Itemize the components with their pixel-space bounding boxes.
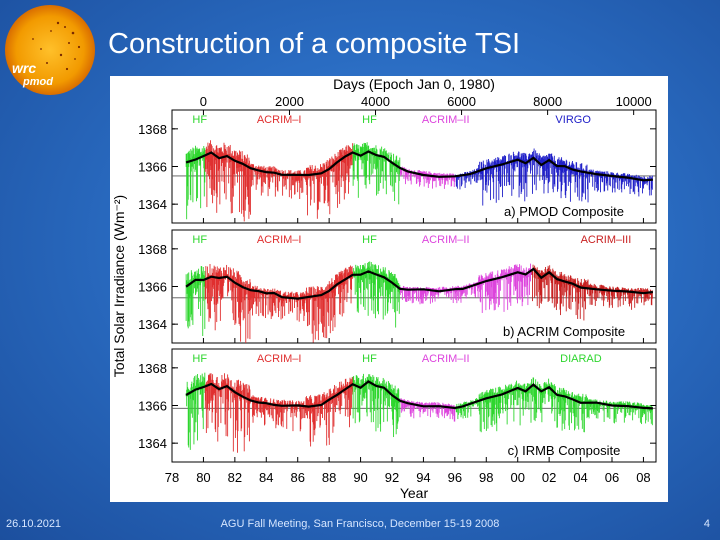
panel-caption: b) ACRIM Composite [503, 324, 625, 339]
instrument-label: HF [362, 234, 377, 246]
instrument-label: ACRIM–I [257, 353, 302, 365]
sun-disc-icon [5, 5, 95, 95]
top-axis-tick-label: 0 [200, 94, 207, 109]
x-tick-label: 80 [196, 470, 210, 485]
x-tick-label: 02 [542, 470, 556, 485]
panel-caption: a) PMOD Composite [504, 204, 624, 219]
footer-date: 26.10.2021 [6, 518, 62, 530]
y-axis-title: Total Solar Irradiance (Wm⁻²) [111, 195, 127, 377]
x-tick-label: 08 [636, 470, 650, 485]
instrument-label: HF [192, 234, 207, 246]
instrument-label: ACRIM–II [422, 353, 470, 365]
y-tick-label: 1364 [138, 436, 167, 451]
x-tick-label: 86 [290, 470, 304, 485]
x-axis-title: Year [400, 485, 429, 501]
top-axis-tick-label: 8000 [533, 94, 562, 109]
x-tick-label: 06 [605, 470, 619, 485]
x-tick-label: 96 [448, 470, 462, 485]
y-tick-label: 1366 [138, 280, 167, 295]
panel-1: 1368 1366 1364 HF ACRIM–I HF ACRIM–II ACRIM–III… [138, 229, 657, 344]
x-tick-label: 84 [259, 470, 273, 485]
daily-data [185, 372, 653, 453]
panel-0: 1368 1366 1364 HF ACRIM–I HF ACRIM–II VIRGO a) P… [138, 109, 657, 224]
instrument-label: ACRIM–III [581, 234, 632, 246]
y-tick-label: 1366 [138, 160, 167, 175]
top-axis-tick-label: 2000 [275, 94, 304, 109]
x-tick-label: 78 [165, 470, 179, 485]
instrument-label: VIRGO [555, 114, 591, 126]
mean-line [185, 150, 653, 182]
x-tick-label: 94 [416, 470, 430, 485]
footer-meeting: AGU Fall Meeting, San Francisco, Decembe… [220, 518, 500, 530]
instrument-label: HF [362, 353, 377, 365]
panel-caption: c) IRMB Composite [508, 443, 621, 458]
instrument-label: ACRIM–I [257, 234, 302, 246]
panels-layer: 1368 1366 1364 HF ACRIM–I HF ACRIM–II VIRGO a) P… [138, 109, 657, 463]
instrument-label: ACRIM–I [257, 114, 302, 126]
slide-title: Construction of a composite TSI [108, 28, 521, 60]
x-tick-label: 04 [573, 470, 587, 485]
instrument-label: ACRIM–II [422, 234, 470, 246]
x-tick-label: 98 [479, 470, 493, 485]
y-tick-label: 1364 [138, 197, 167, 212]
logo-wrc-text: wrc [12, 60, 36, 76]
top-axis-title: Days (Epoch Jan 0, 1980) [333, 76, 495, 92]
sunspots-icon [32, 21, 81, 71]
y-tick-label: 1368 [138, 242, 167, 257]
instrument-label: DIARAD [560, 353, 602, 365]
panel-2: 1368 1366 1364 HF ACRIM–I HF ACRIM–II DIARAD c) … [138, 348, 657, 463]
mean-line [185, 380, 653, 410]
tsi-chart: 1368 1366 1364 HF ACRIM–I HF ACRIM–II VIRGO a) P… [111, 76, 657, 501]
pmod-sun-logo: wrc pmod [5, 5, 95, 95]
x-tick-label: 00 [510, 470, 524, 485]
instrument-label: HF [192, 114, 207, 126]
tsi-composite-figure: 1368 1366 1364 HF ACRIM–I HF ACRIM–II VIRGO a) P… [110, 76, 668, 502]
y-tick-label: 1368 [138, 361, 167, 376]
page-number: 4 [703, 518, 710, 530]
y-tick-label: 1364 [138, 317, 167, 332]
x-tick-label: 92 [385, 470, 399, 485]
y-tick-label: 1366 [138, 399, 167, 414]
instrument-label: ACRIM–II [422, 114, 470, 126]
top-axis-tick-label: 4000 [361, 94, 390, 109]
instrument-label: HF [192, 353, 207, 365]
y-tick-label: 1368 [138, 122, 167, 137]
mean-line [185, 267, 654, 300]
logo-pmod-text: pmod [22, 76, 53, 88]
top-axis-tick-label: 10000 [616, 94, 652, 109]
instrument-label: HF [362, 114, 377, 126]
x-tick-label: 88 [322, 470, 336, 485]
x-tick-label: 82 [228, 470, 242, 485]
x-tick-label: 90 [353, 470, 367, 485]
top-axis-tick-label: 6000 [447, 94, 476, 109]
